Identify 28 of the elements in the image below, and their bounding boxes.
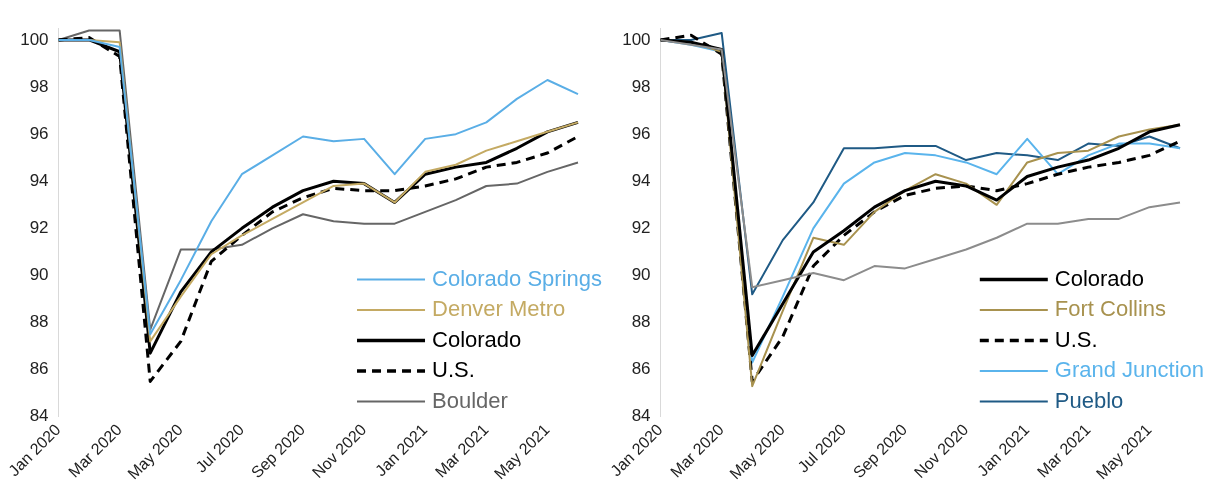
y-tick-label: 92 (29, 218, 49, 238)
legend-label: Fort Collins (1054, 296, 1167, 322)
y-tick-label: 88 (29, 312, 49, 332)
legend-label: Colorado (1054, 265, 1145, 291)
legend-label: Grand Junction (1054, 357, 1204, 383)
y-tick-label: 90 (631, 265, 651, 285)
legend-label: Colorado (432, 326, 522, 352)
y-tick-label: 100 (622, 29, 651, 49)
legend-label: Denver Metro (432, 296, 566, 322)
y-tick-label: 98 (29, 76, 49, 96)
y-tick-label: 92 (631, 218, 651, 238)
legend-label: U.S. (1054, 326, 1098, 352)
y-tick-label: 90 (29, 265, 49, 285)
y-tick-label: 94 (29, 170, 49, 190)
legend-label: U.S. (432, 357, 475, 383)
y-tick-label: 94 (631, 170, 651, 190)
y-tick-label: 96 (631, 123, 651, 143)
y-tick-label: 96 (29, 123, 49, 143)
y-tick-label: 84 (29, 406, 49, 426)
legend-label: Boulder (432, 387, 508, 413)
y-tick-label: 88 (631, 312, 651, 332)
legend-label: Colorado Springs (432, 265, 602, 291)
y-tick-label: 84 (631, 406, 651, 426)
y-tick-label: 98 (631, 76, 651, 96)
y-tick-label: 86 (29, 359, 49, 379)
legend-label: Pueblo (1054, 387, 1124, 413)
y-tick-label: 86 (631, 359, 651, 379)
y-tick-label: 100 (20, 29, 49, 49)
